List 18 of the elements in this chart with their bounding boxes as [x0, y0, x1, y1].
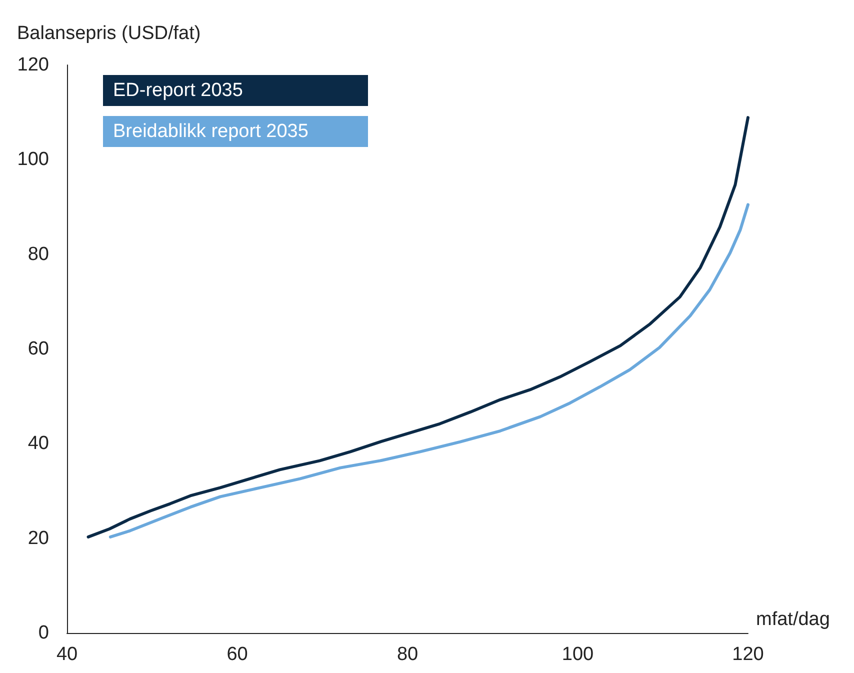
text: Breidablikk report 2035 [113, 121, 308, 142]
y-axis-title: Balansepris (USD/fat) [17, 23, 201, 44]
x-tick-label: 40 [56, 644, 78, 665]
y-tick-label: 120 [17, 54, 49, 76]
y-tick-label: 60 [28, 338, 49, 360]
y-tick-label: 20 [28, 528, 49, 549]
y-tick-label: 0 [38, 622, 49, 644]
y-tick-label: 100 [17, 149, 49, 170]
text: ED-report 2035 [113, 80, 243, 101]
x-axis-title: mfat/dag [756, 609, 830, 630]
x-tick-label: 100 [562, 644, 594, 665]
x-tick-label: 80 [396, 644, 418, 665]
line-series [108, 203, 750, 538]
x-tick-label: 120 [732, 644, 764, 665]
line-series [86, 116, 750, 538]
y-tick-label: 40 [28, 433, 49, 454]
x-tick-label: 60 [226, 644, 248, 665]
y-tick-label: 80 [28, 244, 49, 265]
